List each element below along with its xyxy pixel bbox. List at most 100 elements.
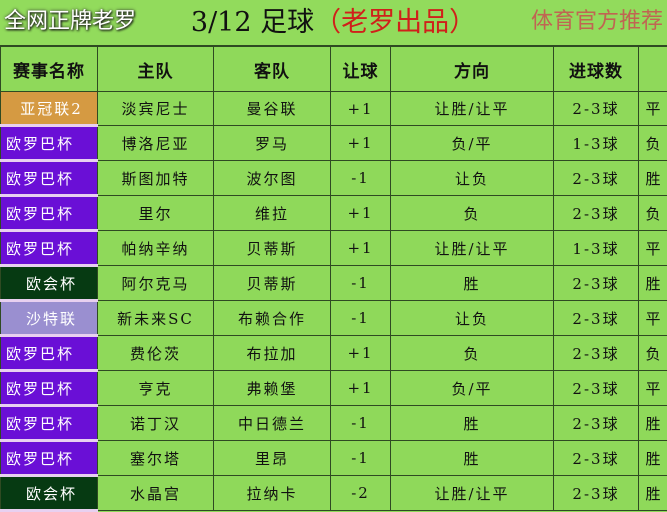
cell-home-team: 水晶宫 xyxy=(98,476,214,511)
cell-handicap: -1 xyxy=(331,301,391,336)
header-handicap: 让球 xyxy=(331,47,391,92)
title-author: （老罗出品） xyxy=(314,7,476,38)
cell-competition: 沙特联 xyxy=(1,301,98,336)
cell-goals: 2-3球 xyxy=(554,196,639,231)
cell-goals: 2-3球 xyxy=(554,161,639,196)
cell-goals: 2-3球 xyxy=(554,336,639,371)
cell-competition: 欧罗巴杯 xyxy=(1,406,98,441)
cell-direction: 让负 xyxy=(391,301,554,336)
cell-away-team: 布赖合作 xyxy=(214,301,331,336)
cell-away-team: 拉纳卡 xyxy=(214,476,331,511)
cell-competition: 欧罗巴杯 xyxy=(1,161,98,196)
cell-handicap: +1 xyxy=(331,371,391,406)
cell-direction: 让胜/让平 xyxy=(391,231,554,266)
cell-goals: 2-3球 xyxy=(554,266,639,301)
header-goals: 进球数 xyxy=(554,47,639,92)
header-extra xyxy=(639,47,667,92)
cell-home-team: 博洛尼亚 xyxy=(98,126,214,161)
table-header: 赛事名称 主队 客队 让球 方向 进球数 xyxy=(1,47,667,92)
cell-home-team: 费伦茨 xyxy=(98,336,214,371)
cell-home-team: 塞尔塔 xyxy=(98,441,214,476)
cell-away-team: 曼谷联 xyxy=(214,92,331,126)
header-direction: 方向 xyxy=(391,47,554,92)
cell-goals: 2-3球 xyxy=(554,371,639,406)
cell-handicap: +1 xyxy=(331,126,391,161)
video-subtitle: 全网正牌老罗 xyxy=(4,8,136,36)
header-away: 客队 xyxy=(214,47,331,92)
cell-goals: 2-3球 xyxy=(554,476,639,511)
cell-direction: 让负 xyxy=(391,161,554,196)
watermark: 体育官方推荐 xyxy=(531,8,663,36)
cell-goals: 1-3球 xyxy=(554,126,639,161)
cell-extra: 负 xyxy=(639,126,667,161)
cell-competition: 欧罗巴杯 xyxy=(1,231,98,266)
cell-away-team: 罗马 xyxy=(214,126,331,161)
cell-goals: 2-3球 xyxy=(554,406,639,441)
cell-away-team: 里昂 xyxy=(214,441,331,476)
cell-handicap: +1 xyxy=(331,231,391,266)
cell-goals: 1-3球 xyxy=(554,231,639,266)
cell-direction: 负 xyxy=(391,196,554,231)
cell-home-team: 淡宾尼士 xyxy=(98,92,214,126)
cell-home-team: 里尔 xyxy=(98,196,214,231)
cell-handicap: -1 xyxy=(331,441,391,476)
cell-extra: 胜 xyxy=(639,266,667,301)
cell-direction: 负 xyxy=(391,336,554,371)
cell-home-team: 新未来SC xyxy=(98,301,214,336)
cell-direction: 负/平 xyxy=(391,371,554,406)
cell-handicap: -1 xyxy=(331,406,391,441)
cell-direction: 让胜/让平 xyxy=(391,476,554,511)
cell-goals: 2-3球 xyxy=(554,441,639,476)
cell-handicap: -1 xyxy=(331,161,391,196)
cell-competition: 欧会杯 xyxy=(1,476,98,511)
cell-away-team: 贝蒂斯 xyxy=(214,231,331,266)
cell-home-team: 诺丁汉 xyxy=(98,406,214,441)
cell-extra: 胜 xyxy=(639,161,667,196)
cell-extra: 胜 xyxy=(639,476,667,511)
cell-extra: 平 xyxy=(639,301,667,336)
cell-competition: 欧会杯 xyxy=(1,266,98,301)
cell-handicap: -1 xyxy=(331,266,391,301)
header-home: 主队 xyxy=(98,47,214,92)
title-date: 3/12 足球 xyxy=(191,7,314,38)
cell-direction: 胜 xyxy=(391,266,554,301)
cell-extra: 胜 xyxy=(639,406,667,441)
cell-direction: 胜 xyxy=(391,406,554,441)
cell-home-team: 阿尔克马 xyxy=(98,266,214,301)
cell-direction: 负/平 xyxy=(391,126,554,161)
header-competition: 赛事名称 xyxy=(1,47,98,92)
cell-competition: 欧罗巴杯 xyxy=(1,126,98,161)
cell-away-team: 贝蒂斯 xyxy=(214,266,331,301)
cell-handicap: +1 xyxy=(331,336,391,371)
cell-extra: 平 xyxy=(639,231,667,266)
cell-away-team: 中日德兰 xyxy=(214,406,331,441)
cell-competition: 欧罗巴杯 xyxy=(1,441,98,476)
cell-home-team: 帕纳辛纳 xyxy=(98,231,214,266)
cell-handicap: +1 xyxy=(331,196,391,231)
cell-competition: 欧罗巴杯 xyxy=(1,371,98,406)
cell-away-team: 波尔图 xyxy=(214,161,331,196)
cell-away-team: 布拉加 xyxy=(214,336,331,371)
cell-extra: 平 xyxy=(639,92,667,126)
cell-away-team: 弗赖堡 xyxy=(214,371,331,406)
cell-handicap: +1 xyxy=(331,92,391,126)
cell-home-team: 斯图加特 xyxy=(98,161,214,196)
cell-goals: 2-3球 xyxy=(554,92,639,126)
cell-home-team: 亨克 xyxy=(98,371,214,406)
cell-extra: 负 xyxy=(639,196,667,231)
cell-extra: 负 xyxy=(639,336,667,371)
cell-competition: 欧罗巴杯 xyxy=(1,196,98,231)
